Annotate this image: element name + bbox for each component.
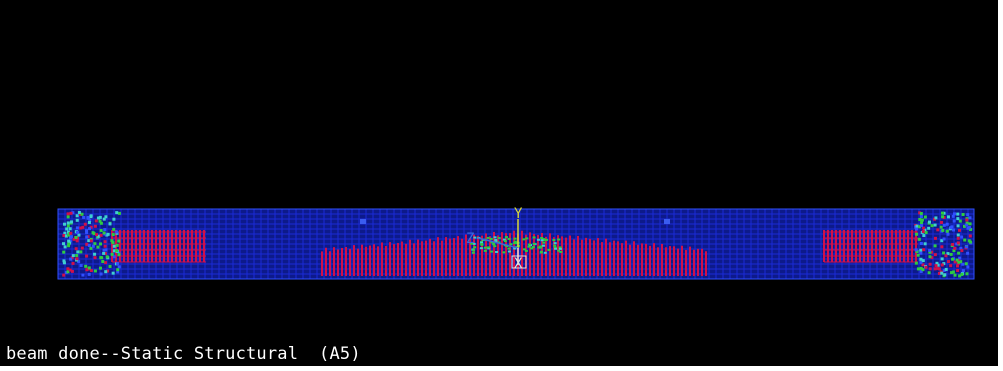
- marker-left: [360, 219, 366, 224]
- triad-x-box: [511, 255, 527, 269]
- support-left: [62, 211, 121, 277]
- marker-right: [664, 219, 670, 224]
- reinforcement-right: [823, 230, 918, 263]
- triad-x-label: X: [514, 256, 523, 272]
- coordinate-triad: Y Z X: [466, 206, 527, 272]
- mesh-grid: [57, 208, 975, 280]
- triad-z-axis: [477, 237, 519, 249]
- reinforcement-left: [111, 230, 206, 263]
- triad-z-label: Z: [466, 231, 474, 247]
- status-bar-text: beam done--Static Structural (A5): [6, 344, 361, 364]
- support-right: [914, 211, 973, 278]
- triad-y-label: Y: [514, 206, 523, 222]
